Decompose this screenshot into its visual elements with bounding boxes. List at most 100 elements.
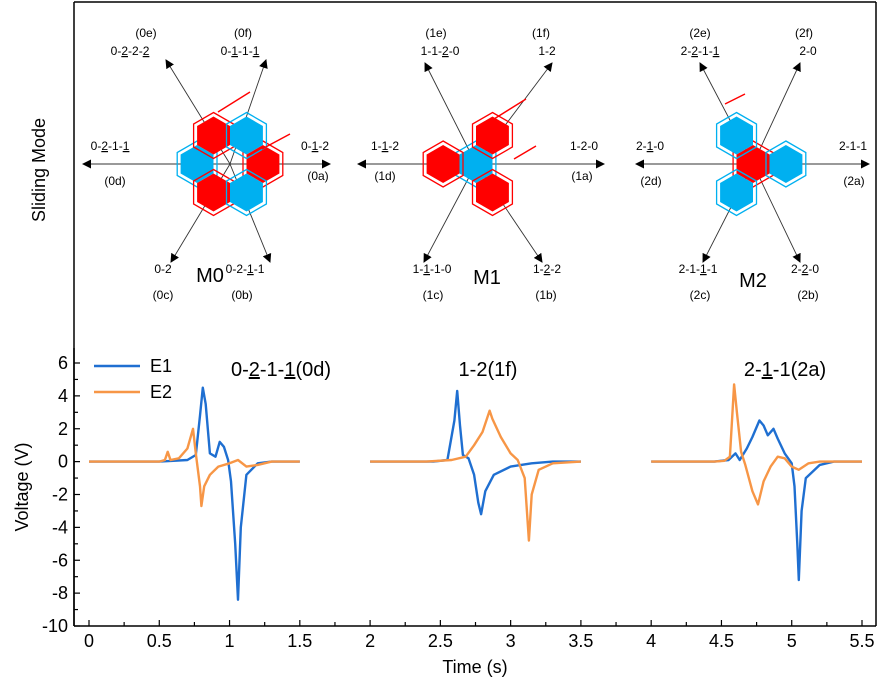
direction-label: 0-2 xyxy=(154,262,172,276)
direction-label: 2-1-0 xyxy=(636,139,664,153)
hexagon-red xyxy=(471,168,514,217)
direction-label: 2-2-0 xyxy=(791,262,819,276)
hexagon-red xyxy=(422,140,464,188)
edge-accent xyxy=(217,91,251,113)
direction-code: (2b) xyxy=(797,288,818,302)
direction-code: (1e) xyxy=(425,26,446,40)
x-tick-label: 0 xyxy=(84,631,94,651)
voltage-chart: 0 0.5 1 1.5 2 2.5 3 3.5 4 4.5 5 5.5 6 4 2 0 -2 -4 -6 -8 -10 T… xyxy=(12,348,876,677)
hexagon-red xyxy=(471,111,514,160)
direction-code: (0d) xyxy=(104,174,125,188)
direction-label: 1-2-0 xyxy=(570,139,598,153)
y-tick-label: 6 xyxy=(58,353,68,373)
direction-label: 1-2-2 xyxy=(533,262,561,276)
series-line-e1 xyxy=(651,419,862,582)
edge-accent xyxy=(261,133,291,150)
direction-label: 1-1-1-0 xyxy=(413,262,452,276)
x-tick-label: 1.5 xyxy=(287,631,312,651)
series-line-e1 xyxy=(89,386,300,601)
mode-name: M2 xyxy=(739,270,767,292)
direction-label: 1-2 xyxy=(538,44,556,58)
mode-m0: 0-2-1-1 (0d) 0-2-2-2 (0e) 0-1-1-1 (0f) 0-1-2 (0… xyxy=(82,26,331,302)
y-axis-label: Voltage (V) xyxy=(12,442,32,531)
mode-name: M0 xyxy=(196,265,224,287)
y-tick-label: 0 xyxy=(58,452,68,472)
hexagon-blue xyxy=(225,168,268,217)
direction-code: (2d) xyxy=(640,174,661,188)
mode-name: M1 xyxy=(473,267,501,289)
x-tick-label: 5 xyxy=(787,631,797,651)
direction-label: 1-1-2-0 xyxy=(421,44,460,58)
x-tick-label: 4.5 xyxy=(709,631,734,651)
series-line-e1 xyxy=(370,389,581,516)
direction-label: 0-2-1-1 xyxy=(226,262,265,276)
segment-title: 1-2(1f) xyxy=(459,359,518,381)
x-tick-label: 4 xyxy=(646,631,656,651)
direction-code: (2c) xyxy=(690,288,711,302)
sliding-mode-diagrams: 0-2-1-1 (0d) 0-2-2-2 (0e) 0-1-1-1 (0f) 0-1-2 (0… xyxy=(82,26,870,302)
direction-code: (1f) xyxy=(532,26,550,40)
series-line-e2 xyxy=(370,409,581,542)
mode-m1: 1-1-2 (1d) 1-1-2-0 (1e) 1-2 (1f) 1-2-0 (1a) 1-2-… xyxy=(357,26,605,302)
direction-code: (1b) xyxy=(535,288,556,302)
direction-code: (0b) xyxy=(231,288,252,302)
legend-label: E2 xyxy=(150,382,172,402)
direction-code: (2e) xyxy=(689,26,710,40)
edge-accent xyxy=(724,93,746,105)
hexagon-blue xyxy=(765,140,807,188)
direction-arrow xyxy=(424,62,477,165)
x-tick-label: 2.5 xyxy=(428,631,453,651)
direction-code: (1a) xyxy=(571,169,592,183)
direction-label: 2-1-1 xyxy=(839,139,867,153)
direction-code: (0a) xyxy=(307,169,328,183)
direction-label: 2-0 xyxy=(799,44,817,58)
y-tick-label: -10 xyxy=(42,616,68,636)
direction-arrow xyxy=(752,62,801,165)
direction-arrow xyxy=(423,163,477,263)
direction-label: 0-1-1-1 xyxy=(221,44,260,58)
hexagon-blue xyxy=(225,111,268,160)
hexagon-cluster xyxy=(715,111,807,217)
mode-m2: 2-1-0 (2d) 2-2-1-1 (2e) 2-0 (2f) 2-1-1 (2a) 2-2-… xyxy=(635,26,870,302)
top-ylabel: Sliding Mode xyxy=(29,118,49,222)
y-tick-label: 2 xyxy=(58,419,68,439)
y-tick-label: -2 xyxy=(52,485,68,505)
direction-arrow xyxy=(752,163,801,263)
direction-code: (0f) xyxy=(234,26,252,40)
y-tick-label: -6 xyxy=(52,550,68,570)
direction-label: 2-2-1-1 xyxy=(681,44,720,58)
hexagon-cluster xyxy=(422,111,514,217)
x-tick-label: 3.5 xyxy=(568,631,593,651)
direction-label: 1-1-2 xyxy=(371,139,399,153)
series-line-e2 xyxy=(651,383,862,506)
x-axis-label: Time (s) xyxy=(442,657,507,677)
direction-code: (0c) xyxy=(153,288,174,302)
direction-code: (2f) xyxy=(795,26,813,40)
direction-label: 2-1-1-1 xyxy=(679,262,718,276)
direction-code: (0e) xyxy=(135,26,156,40)
direction-label: 0-2-1-1 xyxy=(91,139,130,153)
hexagon-blue xyxy=(715,111,758,160)
direction-label: 0-1-2 xyxy=(301,139,329,153)
y-tick-label: 4 xyxy=(58,386,68,406)
legend-label: E1 xyxy=(150,356,172,376)
direction-code: (1c) xyxy=(423,288,444,302)
segment-title: 2-1-1(2a) xyxy=(744,359,826,381)
y-tick-label: -8 xyxy=(52,583,68,603)
hexagon-blue xyxy=(715,168,758,217)
direction-code: (2a) xyxy=(843,174,864,188)
x-tick-label: 5.5 xyxy=(849,631,874,651)
x-tick-label: 1 xyxy=(225,631,235,651)
x-tick-label: 0.5 xyxy=(147,631,172,651)
series-line-e2 xyxy=(89,427,300,508)
x-tick-label: 2 xyxy=(365,631,375,651)
direction-code: (1d) xyxy=(374,169,395,183)
segment-title: 0-2-1-1(0d) xyxy=(231,359,331,381)
direction-label: 0-2-2-2 xyxy=(111,44,150,58)
edge-accent xyxy=(513,145,537,160)
hexagon-cluster xyxy=(176,111,284,217)
x-tick-label: 3 xyxy=(506,631,516,651)
